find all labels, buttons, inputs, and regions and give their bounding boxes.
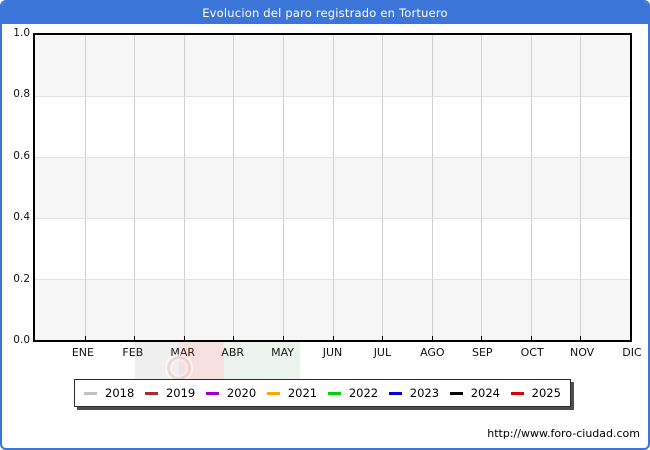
vertical-gridline <box>134 35 136 340</box>
vertical-gridline <box>580 35 582 340</box>
legend-label: 2025 <box>531 386 561 400</box>
legend-label: 2022 <box>348 386 379 400</box>
line-swatch-icon <box>205 391 219 395</box>
x-tick-label: DIC <box>622 346 642 359</box>
legend-label: 2021 <box>287 386 318 400</box>
x-tick-label: SEP <box>471 346 493 359</box>
x-axis-tick <box>431 336 433 340</box>
y-tick-label: 0.8 <box>13 88 30 100</box>
x-axis-tick <box>282 336 284 340</box>
x-axis-tick <box>481 336 483 340</box>
legend-item-2021: 2021 <box>266 386 318 400</box>
x-tick-label: AGO <box>420 346 445 359</box>
y-tick-label: 0.2 <box>13 273 30 285</box>
legend-item-2024: 2024 <box>449 386 500 400</box>
vertical-gridline <box>332 35 334 340</box>
legend-label: 2023 <box>409 386 440 400</box>
x-tick-label: ABR <box>221 346 245 359</box>
x-tick-label: JUL <box>373 346 392 359</box>
x-tick-label: ENE <box>71 346 94 359</box>
x-tick-label: OCT <box>520 346 544 359</box>
plot-area <box>33 33 632 342</box>
line-swatch-icon <box>84 391 97 395</box>
vertical-gridline <box>530 35 532 340</box>
x-axis: ENE FEB MAR ABR MAY JUN JUL AGO SEP OCT … <box>33 346 642 360</box>
x-tick-label: NOV <box>569 346 595 359</box>
legend-item-2025: 2025 <box>510 386 561 400</box>
line-swatch-icon <box>388 391 402 395</box>
x-tick-label: MAY <box>271 346 295 359</box>
vertical-gridline <box>382 35 384 340</box>
x-axis-tick <box>382 336 384 340</box>
x-axis-tick <box>580 336 582 340</box>
horizontal-gridline <box>35 279 630 280</box>
x-axis-tick <box>183 336 185 340</box>
x-axis-tick <box>530 336 532 340</box>
legend-item-2022: 2022 <box>327 386 379 400</box>
y-axis: 1.0 0.8 0.6 0.4 0.2 0.0 <box>4 27 30 346</box>
horizontal-gridline <box>35 157 630 158</box>
vertical-gridline <box>431 35 433 340</box>
line-swatch-icon <box>266 391 280 395</box>
legend-item-2023: 2023 <box>388 386 440 400</box>
vertical-gridline <box>481 35 483 340</box>
y-tick-label: 0.6 <box>13 150 30 162</box>
legend-item-2019: 2019 <box>144 386 196 400</box>
x-axis-tick <box>84 336 86 340</box>
chart-title: Evolucion del paro registrado en Tortuer… <box>202 6 448 20</box>
legend-label: 2024 <box>470 386 500 400</box>
x-tick-label: JUN <box>322 346 343 359</box>
legend-box: 2018 2019 2020 2021 2022 2023 2024 2025 <box>74 379 571 407</box>
line-swatch-icon <box>449 391 463 395</box>
legend-label: 2020 <box>226 386 257 400</box>
horizontal-gridline <box>35 96 630 97</box>
footer-url: http://www.foro-ciudad.com <box>487 427 640 440</box>
y-tick-label: 0.4 <box>13 211 30 223</box>
legend-item-2018: 2018 <box>84 386 134 400</box>
line-swatch-icon <box>327 391 341 395</box>
vertical-gridline <box>282 35 284 340</box>
vertical-gridline <box>84 35 86 340</box>
horizontal-gridline <box>35 218 630 219</box>
x-axis-tick <box>233 336 235 340</box>
line-swatch-icon <box>144 391 158 395</box>
chart-title-bar: Evolucion del paro registrado en Tortuer… <box>2 2 648 24</box>
vertical-gridline <box>233 35 235 340</box>
x-tick-label: FEB <box>122 346 144 359</box>
x-tick-label: MAR <box>170 346 196 359</box>
legend-label: 2019 <box>165 386 196 400</box>
y-tick-label: 1.0 <box>13 27 30 39</box>
vertical-gridline <box>183 35 185 340</box>
line-swatch-icon <box>510 391 524 395</box>
x-axis-tick <box>332 336 334 340</box>
legend-label: 2018 <box>105 386 135 400</box>
y-tick-label: 0.0 <box>13 334 30 346</box>
legend-item-2020: 2020 <box>205 386 257 400</box>
x-axis-tick <box>134 336 136 340</box>
